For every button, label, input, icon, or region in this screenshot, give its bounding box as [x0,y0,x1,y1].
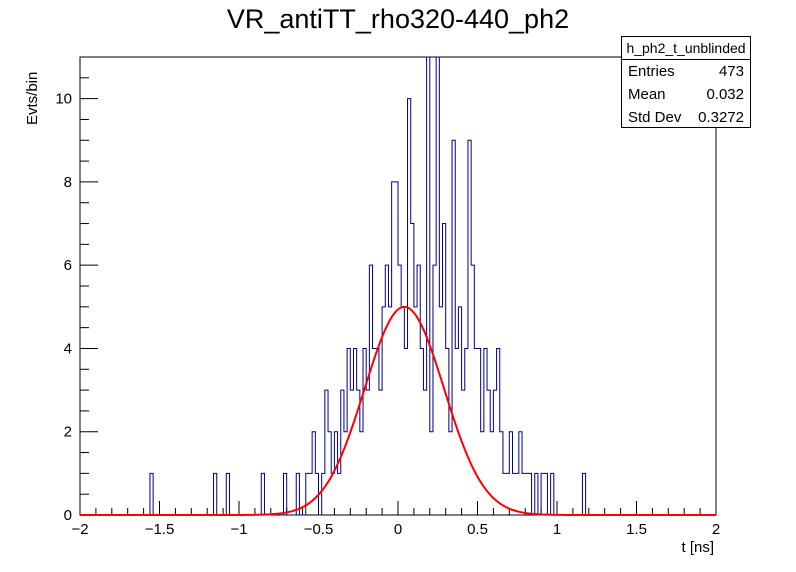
x-axis-label: t [ns] [681,539,714,556]
chart-title: VR_antiTT_rho320-440_ph2 [226,4,570,34]
y-tick-label: 4 [64,340,72,357]
y-tick-label: 2 [64,424,72,441]
x-tick-label: 0 [394,521,402,538]
stats-value: 473 [718,63,744,80]
x-tick-label: 0.5 [467,521,488,538]
stats-row-mean: Mean 0.032 [622,83,750,106]
x-tick-label: −1.5 [145,521,175,538]
y-tick-label: 0 [64,507,72,524]
stats-row-stddev: Std Dev 0.3272 [622,106,750,129]
x-tick-label: −2 [71,521,88,538]
stats-label: Entries [628,63,675,80]
stats-label: Std Dev [628,109,682,126]
x-tick-label: 2 [712,521,720,538]
y-tick-label: 8 [64,174,72,191]
x-tick-label: −0.5 [304,521,334,538]
gaussian-fit-curve [80,305,716,516]
stats-value: 0.3272 [698,109,744,126]
stats-row-entries: Entries 473 [622,60,750,83]
y-tick-label: 10 [55,91,72,108]
x-tick-label: 1.5 [626,521,647,538]
stats-label: Mean [628,86,666,103]
stats-box-title: h_ph2_t_unblinded [622,37,750,60]
y-axis-label: Evts/bin [24,71,41,125]
y-tick-label: 6 [64,257,72,274]
stats-value: 0.032 [706,86,744,103]
x-tick-label: −1 [230,521,247,538]
stats-box: h_ph2_t_unblinded Entries 473 Mean 0.032… [621,36,751,128]
x-tick-label: 1 [553,521,561,538]
